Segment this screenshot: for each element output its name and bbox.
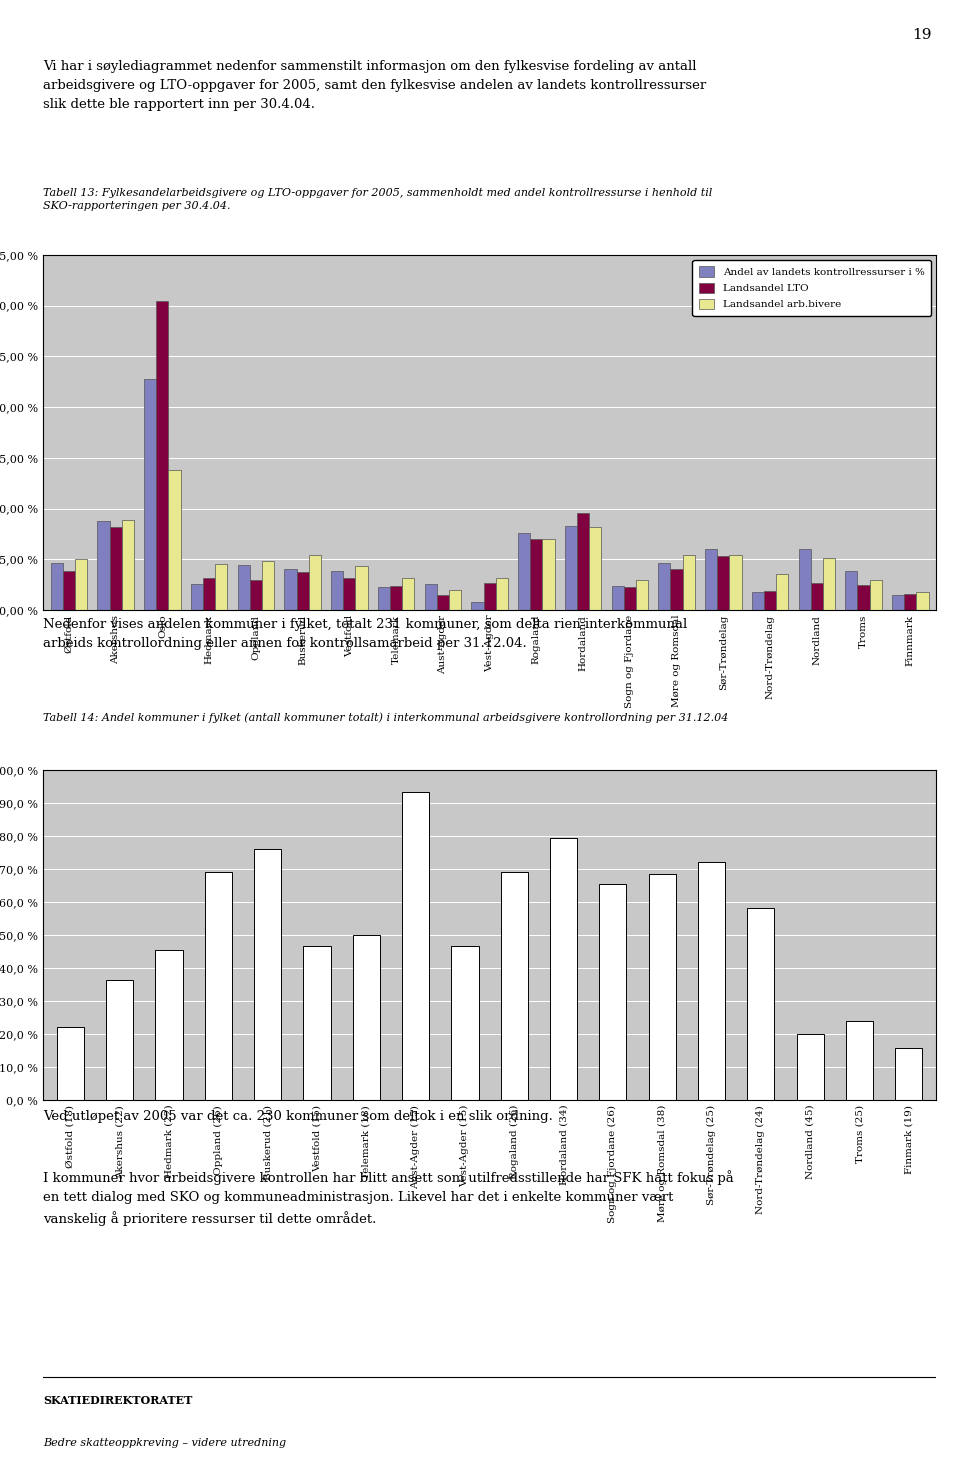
Bar bbox=[811, 582, 823, 610]
Text: Ved utløpet av 2005 var det ca. 230 kommuner som deltok i en slik ordning.: Ved utløpet av 2005 var det ca. 230 komm… bbox=[43, 1111, 553, 1123]
Bar bbox=[730, 555, 741, 610]
Bar bbox=[776, 575, 788, 610]
Legend: Andel av landets kontrollressurser i %, Landsandel LTO, Landsandel arb.bivere: Andel av landets kontrollressurser i %, … bbox=[692, 260, 931, 316]
Bar bbox=[344, 578, 355, 610]
Bar bbox=[451, 945, 478, 1100]
Bar bbox=[659, 563, 670, 610]
Bar bbox=[191, 583, 204, 610]
Bar bbox=[764, 591, 776, 610]
Bar bbox=[390, 586, 402, 610]
Bar bbox=[144, 378, 156, 610]
Bar bbox=[896, 1047, 923, 1100]
Bar bbox=[352, 935, 380, 1100]
Bar bbox=[204, 578, 215, 610]
Bar bbox=[262, 561, 275, 610]
Bar bbox=[331, 572, 344, 610]
Bar bbox=[284, 570, 297, 610]
Bar bbox=[797, 1034, 824, 1100]
Bar bbox=[424, 583, 437, 610]
Bar bbox=[75, 560, 87, 610]
Bar bbox=[846, 1021, 873, 1100]
Bar bbox=[577, 513, 589, 610]
Bar bbox=[846, 572, 857, 610]
Bar bbox=[309, 555, 321, 610]
Text: Tabell 13: Fylkesandelarbeidsgivere og LTO-oppgaver for 2005, sammenholdt med an: Tabell 13: Fylkesandelarbeidsgivere og L… bbox=[43, 188, 712, 211]
Bar bbox=[599, 885, 627, 1100]
Bar bbox=[636, 579, 648, 610]
Bar bbox=[62, 572, 75, 610]
Bar bbox=[238, 566, 250, 610]
Bar bbox=[215, 564, 228, 610]
Bar bbox=[717, 557, 730, 610]
Text: Nedenfor vises andelen kommuner i fylket, totalt 231 kommuner, som delta rien in: Nedenfor vises andelen kommuner i fylket… bbox=[43, 617, 687, 650]
Bar bbox=[799, 549, 811, 610]
Bar bbox=[109, 527, 122, 610]
Bar bbox=[917, 592, 928, 610]
Bar bbox=[122, 520, 133, 610]
Bar bbox=[250, 579, 262, 610]
Bar bbox=[402, 578, 415, 610]
Text: Vi har i søylediagrammet nedenfor sammenstilt informasjon om den fylkesvise ford: Vi har i søylediagrammet nedenfor sammen… bbox=[43, 61, 707, 111]
Bar bbox=[495, 578, 508, 610]
Bar bbox=[254, 849, 281, 1100]
Bar bbox=[747, 907, 775, 1100]
Bar bbox=[156, 301, 168, 610]
Bar bbox=[437, 595, 449, 610]
Bar bbox=[823, 558, 835, 610]
Bar bbox=[449, 589, 461, 610]
Text: I kommuner hvor arbeidsgivere kontrollen har blitt ansett som utilfredsstillende: I kommuner hvor arbeidsgivere kontrollen… bbox=[43, 1170, 734, 1226]
Bar bbox=[683, 555, 695, 610]
Bar bbox=[501, 871, 528, 1100]
Text: Bedre skatteoppkreving – videre utredning: Bedre skatteoppkreving – videre utrednin… bbox=[43, 1437, 286, 1447]
Bar bbox=[168, 470, 180, 610]
Bar bbox=[402, 792, 429, 1100]
Bar bbox=[484, 582, 495, 610]
Bar bbox=[530, 539, 542, 610]
Bar bbox=[97, 521, 109, 610]
Bar bbox=[204, 871, 232, 1100]
Bar bbox=[870, 579, 882, 610]
Bar bbox=[57, 1027, 84, 1100]
Bar bbox=[612, 586, 624, 610]
Bar bbox=[857, 585, 870, 610]
Bar bbox=[303, 945, 330, 1100]
Bar bbox=[355, 566, 368, 610]
Text: 19: 19 bbox=[912, 28, 931, 41]
Bar bbox=[542, 539, 555, 610]
Bar bbox=[51, 563, 62, 610]
Text: Tabell 14: Andel kommuner i fylket (antall kommuner totalt) i interkommunal arbe: Tabell 14: Andel kommuner i fylket (anta… bbox=[43, 712, 729, 722]
Bar bbox=[670, 570, 683, 610]
Bar bbox=[904, 594, 917, 610]
Bar bbox=[892, 595, 904, 610]
Bar bbox=[589, 527, 601, 610]
Bar bbox=[752, 592, 764, 610]
Bar bbox=[297, 573, 309, 610]
Bar bbox=[156, 950, 182, 1100]
Bar bbox=[378, 586, 390, 610]
Bar bbox=[564, 526, 577, 610]
Bar bbox=[649, 874, 676, 1100]
Bar bbox=[518, 533, 530, 610]
Bar bbox=[698, 863, 725, 1100]
Bar bbox=[107, 979, 133, 1100]
Text: SKATIEDIREKTORATET: SKATIEDIREKTORATET bbox=[43, 1396, 193, 1406]
Bar bbox=[624, 586, 636, 610]
Bar bbox=[471, 603, 484, 610]
Bar bbox=[550, 837, 577, 1100]
Bar bbox=[705, 549, 717, 610]
